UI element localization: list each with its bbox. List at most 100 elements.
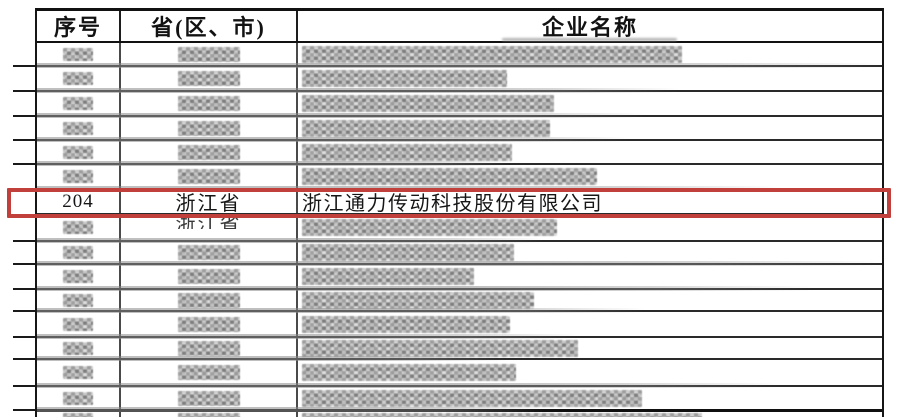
- cell-company: [298, 141, 882, 163]
- cell-province: [121, 117, 298, 139]
- cell-index: [37, 312, 121, 336]
- partial-province-label: 浙江省: [175, 215, 242, 229]
- cell-index: [37, 338, 121, 358]
- cell-index: [37, 165, 121, 188]
- redacted-text-blob: [63, 293, 93, 307]
- cell-province: [121, 92, 298, 115]
- redacted-text-blob: [302, 315, 510, 333]
- cell-province: [121, 141, 298, 163]
- table-row: [13, 92, 882, 118]
- cell-company: [298, 290, 882, 310]
- redacted-text-blob: [302, 95, 554, 112]
- cell-province: [121, 360, 298, 385]
- cell-company: [298, 92, 882, 115]
- redacted-text-blob: [63, 341, 93, 355]
- partial-province-text: 浙江省: [121, 215, 296, 240]
- redacted-text-blob: [177, 96, 240, 111]
- redacted-text-blob: [302, 219, 557, 236]
- cell-company: [298, 312, 882, 336]
- cell-company: [298, 360, 882, 385]
- cell-company: [298, 242, 882, 263]
- table-row: [13, 360, 882, 388]
- table-row: [13, 67, 882, 93]
- table-row: [13, 338, 882, 361]
- redacted-text-blob: [302, 45, 682, 63]
- redacted-text-blob: [177, 340, 240, 356]
- redacted-text-blob: [177, 390, 240, 406]
- cell-province: [121, 43, 298, 65]
- cell-province: [121, 265, 298, 288]
- redacted-text-blob: [177, 292, 240, 308]
- table-row: [13, 43, 882, 68]
- redacted-text-blob: [177, 413, 240, 417]
- cell-province: [121, 312, 298, 336]
- redacted-text-blob: [63, 47, 93, 61]
- redacted-text-blob: [302, 364, 516, 381]
- cell-company: [298, 387, 882, 409]
- cell-province: [121, 387, 298, 409]
- redacted-text-blob: [302, 291, 534, 309]
- cell-index: 204: [37, 190, 121, 213]
- table-row-highlighted: 204 浙江省 浙江通力传动科技股份有限公司: [37, 190, 882, 215]
- redacted-text-blob: [177, 365, 240, 380]
- redacted-text-blob: [63, 170, 93, 183]
- column-header-company-label: 企业名称: [541, 15, 638, 40]
- cell-index: [37, 412, 121, 417]
- redacted-text-blob: [63, 270, 93, 283]
- redacted-text-blob: [63, 97, 93, 110]
- redacted-text-blob: [63, 145, 93, 159]
- redacted-text-blob: [302, 143, 512, 161]
- enterprise-table: 序号 省(区、市) 企业名称 204 浙江省 浙江通力传动科技股份有限公司 浙江省: [13, 8, 884, 417]
- column-header-company: 企业名称: [298, 11, 882, 41]
- redacted-text-blob: [302, 244, 514, 261]
- redacted-text-blob: [302, 339, 578, 357]
- redacted-text-blob: [177, 245, 240, 260]
- cell-index: [37, 387, 121, 409]
- redacted-text-blob: [63, 366, 93, 379]
- redacted-text-blob: [302, 389, 642, 407]
- cell-company: [298, 215, 882, 240]
- redacted-text-blob: [177, 71, 240, 86]
- column-header-index: 序号: [37, 11, 121, 41]
- cell-company: [298, 67, 882, 90]
- cell-province: 浙江省: [121, 190, 298, 213]
- redacted-text-blob: [63, 72, 93, 85]
- table-row: 浙江省: [13, 215, 882, 243]
- redacted-text-blob: [302, 413, 702, 417]
- redacted-text-blob: [63, 221, 93, 234]
- redacted-text-blob: [177, 144, 240, 160]
- redacted-text-blob: [302, 268, 474, 285]
- cell-province: [121, 412, 298, 417]
- table-row: [13, 387, 882, 412]
- redacted-text-blob: [177, 316, 240, 332]
- redacted-text-blob: [302, 119, 550, 137]
- cell-company: [298, 165, 882, 188]
- cell-company: [298, 265, 882, 288]
- table-row: [13, 265, 882, 291]
- cell-company: [298, 412, 882, 417]
- cell-company: [298, 117, 882, 139]
- table-body: 204 浙江省 浙江通力传动科技股份有限公司 浙江省: [13, 43, 882, 417]
- redacted-text-blob: [177, 120, 240, 136]
- redacted-text-blob: [177, 46, 240, 62]
- redacted-text-blob: [63, 121, 93, 135]
- cell-province: [121, 165, 298, 188]
- cell-province: [121, 338, 298, 358]
- table-header-row: 序号 省(区、市) 企业名称: [37, 11, 882, 43]
- cell-index: [37, 360, 121, 385]
- cell-province: [121, 290, 298, 310]
- cell-company: [298, 338, 882, 358]
- cell-company: 浙江通力传动科技股份有限公司: [302, 193, 603, 213]
- cell-province: [121, 67, 298, 90]
- table-row: [13, 312, 882, 339]
- cell-index: [37, 215, 121, 240]
- table-row: [13, 141, 882, 166]
- redacted-text-blob: [177, 169, 240, 184]
- table-row: [13, 290, 882, 313]
- cell-index: [37, 265, 121, 288]
- cell-province: [121, 242, 298, 263]
- cell-index: [37, 67, 121, 90]
- cell-index: [37, 43, 121, 65]
- redacted-text-blob: [63, 413, 93, 417]
